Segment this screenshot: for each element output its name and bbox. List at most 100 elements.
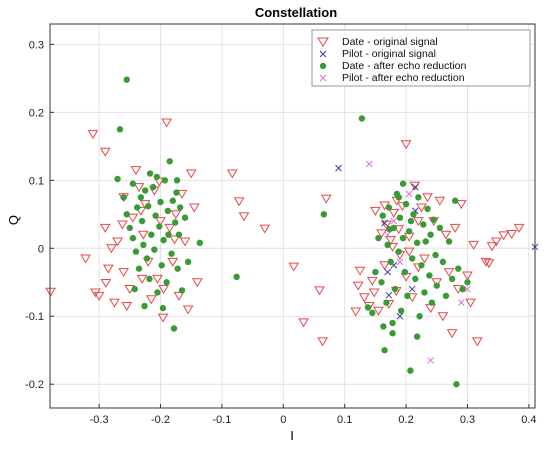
data-point [358, 115, 366, 122]
data-point [170, 210, 182, 220]
legend-box [311, 29, 531, 87]
data-point [233, 197, 245, 207]
data-point [418, 262, 425, 269]
data-point [116, 126, 124, 133]
data-point [109, 298, 120, 308]
x-tick-label: 0.2 [398, 414, 413, 426]
data-point [385, 291, 393, 299]
x-axis-ticks: -0.3 -0.2 -0.1 0 0.1 0.2 0.3 0.4 [90, 404, 537, 426]
data-point [99, 147, 111, 157]
data-point [416, 203, 427, 213]
data-point [132, 248, 140, 255]
data-point [112, 237, 123, 247]
data-point [459, 285, 466, 293]
data-point [506, 230, 518, 239]
legend-entry-date-original: Date - original signal [317, 36, 438, 48]
data-point [100, 278, 112, 288]
data-point [386, 226, 393, 233]
data-point [384, 241, 391, 249]
data-point [173, 291, 185, 301]
data-point [434, 196, 446, 206]
data-point [117, 220, 128, 230]
data-point [166, 158, 173, 165]
data-point [168, 250, 175, 257]
data-point [446, 329, 458, 339]
data-point [390, 217, 398, 225]
data-point [87, 130, 99, 140]
data-point [483, 259, 495, 269]
data-point [389, 330, 396, 337]
data-point [238, 212, 250, 222]
data-point [173, 177, 181, 184]
data-point [372, 268, 379, 276]
data-point [159, 304, 167, 312]
data-point [422, 238, 429, 245]
plot-border [49, 23, 536, 409]
data-point [156, 223, 163, 230]
data-point [172, 219, 179, 226]
data-point [411, 183, 419, 191]
data-point [379, 212, 386, 219]
data-point [368, 288, 380, 298]
data-point [449, 223, 461, 233]
data-point [427, 357, 434, 364]
legend-label: Date - original signal [342, 36, 438, 48]
data-point [396, 214, 404, 221]
data-point [155, 217, 166, 227]
data-point [465, 298, 476, 308]
data-point [352, 281, 364, 291]
data-point [137, 230, 149, 240]
series-3 [365, 160, 471, 364]
data-point [399, 180, 407, 187]
data-point [432, 251, 439, 259]
x-tick-label: 0.1 [337, 414, 352, 426]
data-point [146, 170, 154, 177]
data-point [151, 246, 158, 253]
data-point [455, 200, 467, 210]
data-point [149, 183, 157, 191]
chart-title: Constellation [255, 5, 337, 20]
data-point [364, 304, 372, 311]
data-point [415, 194, 422, 201]
data-point [174, 265, 181, 272]
data-point [259, 224, 271, 234]
data-point [408, 285, 416, 293]
data-point [403, 247, 415, 257]
data-point [385, 204, 393, 211]
data-point [513, 223, 525, 233]
data-point [468, 240, 479, 250]
data-point [384, 231, 392, 239]
data-point [480, 257, 492, 267]
data-point [388, 208, 400, 218]
data-point [400, 140, 412, 150]
data-point [379, 261, 390, 271]
data-point [188, 203, 200, 213]
legend: Date - original signal Pilot - original … [311, 29, 531, 87]
data-point [157, 313, 169, 323]
legend-marker-circle [319, 62, 327, 70]
data-point [381, 219, 388, 227]
data-points [45, 76, 539, 388]
data-point [396, 258, 404, 266]
data-point [486, 242, 498, 252]
data-point [376, 229, 387, 239]
data-point [412, 217, 424, 227]
data-point [320, 194, 332, 204]
data-point [407, 367, 414, 374]
data-point [451, 197, 459, 204]
y-tick-label: 0.1 [29, 175, 44, 187]
data-point [127, 213, 139, 223]
data-point [152, 212, 159, 219]
data-point [90, 288, 101, 298]
data-point [387, 242, 398, 252]
data-point [387, 258, 394, 266]
data-point [420, 221, 427, 228]
data-point [433, 282, 440, 289]
data-point [437, 312, 449, 322]
data-point [354, 266, 366, 276]
data-point [404, 292, 411, 300]
data-point [136, 274, 148, 284]
data-point [182, 305, 194, 315]
x-tick-label: -0.2 [151, 414, 170, 426]
